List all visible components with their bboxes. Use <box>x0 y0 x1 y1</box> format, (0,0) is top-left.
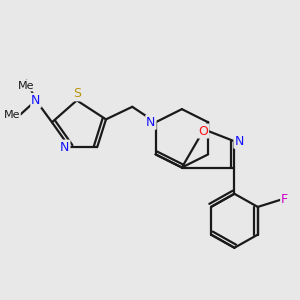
Text: Me: Me <box>18 80 35 91</box>
Text: Me: Me <box>3 110 20 120</box>
Text: N: N <box>146 116 156 129</box>
Text: N: N <box>31 94 40 107</box>
Text: S: S <box>73 87 81 101</box>
Text: F: F <box>281 193 288 206</box>
Text: N: N <box>234 135 244 148</box>
Text: N: N <box>60 141 70 154</box>
Text: O: O <box>198 124 208 137</box>
